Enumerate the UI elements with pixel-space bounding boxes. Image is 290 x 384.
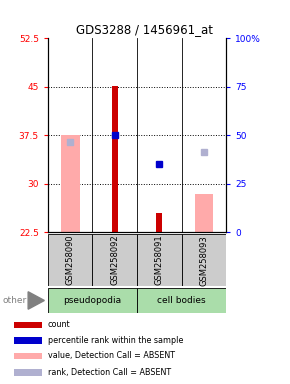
Bar: [14, 369, 42, 376]
Bar: [14, 353, 42, 359]
Bar: [195, 194, 213, 232]
Text: cell bodies: cell bodies: [157, 296, 206, 305]
Text: value, Detection Call = ABSENT: value, Detection Call = ABSENT: [48, 351, 175, 360]
Bar: [48, 234, 93, 286]
Bar: [182, 234, 226, 286]
Bar: [93, 234, 137, 286]
Bar: [137, 288, 226, 313]
Text: GSM258090: GSM258090: [66, 235, 75, 285]
Bar: [156, 213, 162, 232]
Text: GSM258093: GSM258093: [200, 235, 209, 286]
Text: GDS3288 / 1456961_at: GDS3288 / 1456961_at: [77, 23, 213, 36]
Text: pseudopodia: pseudopodia: [64, 296, 122, 305]
Text: count: count: [48, 321, 71, 329]
Bar: [48, 288, 137, 313]
Polygon shape: [28, 292, 44, 309]
Bar: [14, 337, 42, 344]
Text: GSM258092: GSM258092: [110, 235, 119, 285]
Text: percentile rank within the sample: percentile rank within the sample: [48, 336, 183, 345]
Bar: [61, 136, 79, 232]
Bar: [14, 322, 42, 328]
Bar: [112, 86, 118, 232]
Bar: [137, 234, 182, 286]
Text: other: other: [3, 296, 27, 305]
Text: rank, Detection Call = ABSENT: rank, Detection Call = ABSENT: [48, 368, 171, 377]
Text: GSM258091: GSM258091: [155, 235, 164, 285]
